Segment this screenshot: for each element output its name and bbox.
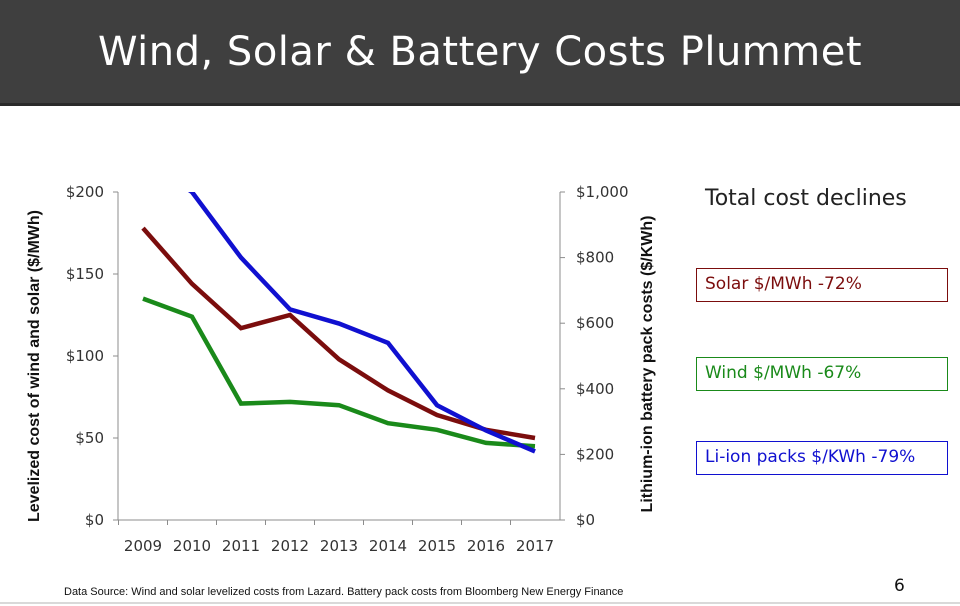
- right-tick-label: $1,000: [576, 183, 629, 201]
- series-line-li-ion-packs-kwh: [187, 192, 536, 454]
- right-tick-label: $200: [576, 445, 614, 463]
- title-bar: Wind, Solar & Battery Costs Plummet: [0, 0, 960, 106]
- left-axis-title: Levelized cost of wind and solar ($/MWh): [26, 210, 43, 522]
- right-tick-label: $400: [576, 380, 614, 398]
- left-tick-label: $50: [75, 429, 104, 447]
- x-tick-label: 2017: [516, 537, 554, 555]
- x-tick-label: 2016: [467, 537, 505, 555]
- x-tick-label: 2009: [124, 537, 162, 555]
- right-tick-label: $0: [576, 511, 595, 529]
- x-tick-label: 2010: [173, 537, 211, 555]
- left-tick-label: $200: [66, 183, 104, 201]
- legend-li-ion: Li-ion packs $/KWh -79%: [696, 441, 948, 475]
- cost-chart: $0 $50 $100 $150 $200 $0 $200 $400 $600 $800 $1,00…: [26, 183, 656, 555]
- x-tick-label: 2011: [222, 537, 260, 555]
- data-source-note: Data Source: Wind and solar levelized co…: [64, 586, 624, 598]
- x-tick-label: 2012: [271, 537, 309, 555]
- x-tick-label: 2013: [320, 537, 358, 555]
- x-tick-label: 2015: [418, 537, 456, 555]
- legend-wind: Wind $/MWh -67%: [696, 357, 948, 391]
- x-tick-label: 2014: [369, 537, 407, 555]
- series-line-wind-mwh: [142, 296, 536, 449]
- left-tick-label: $150: [66, 265, 104, 283]
- left-tick-label: $100: [66, 347, 104, 365]
- series-line-solar-mwh: [141, 226, 536, 441]
- legend-heading: Total cost declines: [705, 186, 907, 211]
- page-number: 6: [894, 576, 905, 596]
- right-tick-label: $800: [576, 249, 614, 267]
- left-tick-label: $0: [85, 511, 104, 529]
- right-tick-label: $600: [576, 314, 614, 332]
- footer-divider: [0, 602, 960, 604]
- slide-title: Wind, Solar & Battery Costs Plummet: [97, 28, 863, 75]
- legend-solar: Solar $/MWh -72%: [696, 268, 948, 302]
- right-axis-title: Lithium-ion battery pack costs ($/KWh): [639, 216, 656, 513]
